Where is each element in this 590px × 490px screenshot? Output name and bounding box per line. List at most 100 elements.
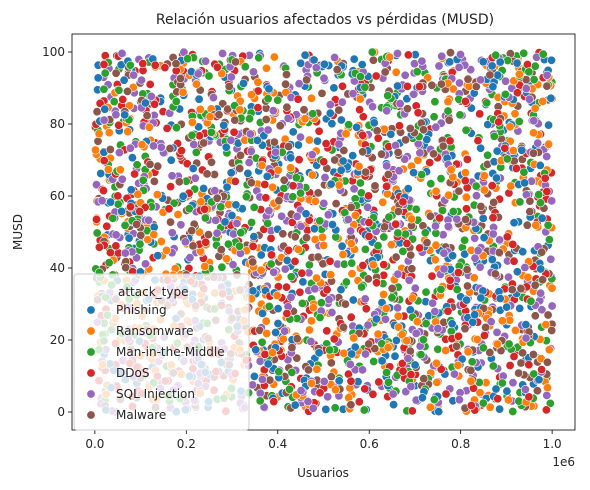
scatter-point [357,365,367,375]
scatter-point [108,213,118,223]
scatter-point [92,228,102,238]
scatter-point [264,84,274,94]
scatter-point [99,59,109,69]
scatter-point [266,233,276,243]
scatter-point [449,369,459,379]
scatter-point [494,248,504,258]
scatter-point [503,395,513,405]
scatter-point [538,96,548,106]
scatter-point [153,251,163,261]
scatter-point [368,260,378,270]
scatter-point [488,82,498,92]
scatter-point [382,106,392,116]
scatter-point [306,316,316,326]
scatter-point [463,347,473,357]
scatter-point [346,312,356,322]
scatter-point [501,76,511,86]
scatter-point [296,58,306,68]
scatter-point [249,67,259,77]
scatter-point [541,320,551,330]
scatter-point [391,67,401,77]
scatter-point [338,322,348,332]
scatter-point [360,82,370,92]
scatter-point [212,62,222,72]
scatter-point [261,316,271,326]
scatter-point [92,107,102,117]
scatter-point [201,56,211,66]
scatter-point [111,68,121,78]
legend-marker [86,368,96,378]
scatter-point [106,197,116,207]
scatter-point [528,148,538,158]
scatter-point [461,204,471,214]
scatter-point [153,161,163,171]
scatter-point [354,161,364,171]
scatter-point [537,305,547,315]
scatter-point [497,378,507,388]
scatter-point [264,301,274,311]
scatter-point [407,264,417,274]
scatter-point [363,274,373,284]
legend: attack_type Phishing Ransomware Man-in-the… [73,273,250,431]
scatter-point [138,59,148,69]
scatter-point [105,248,115,258]
scatter-point [466,365,476,375]
scatter-point [512,58,522,68]
scatter-point [249,202,259,212]
scatter-point [209,93,219,103]
scatter-point [190,173,200,183]
scatter-point [363,202,373,212]
scatter-point [535,198,545,208]
scatter-point [347,258,357,268]
scatter-point [102,221,112,231]
scatter-point [508,239,518,249]
scatter-point [346,376,356,386]
scatter-point [339,146,349,156]
scatter-point [243,168,253,178]
scatter-point [280,264,290,274]
scatter-point [204,71,214,81]
scatter-point [308,403,318,413]
scatter-point [171,59,181,69]
scatter-point [265,375,275,385]
x-tick-label: 0.6 [360,437,379,451]
scatter-point [447,319,457,329]
scatter-point [489,131,499,141]
scatter-point [410,283,420,293]
scatter-point [544,139,554,149]
scatter-point [200,204,210,214]
scatter-point [304,135,314,145]
scatter-point [156,237,166,247]
scatter-point [544,235,554,245]
scatter-point [252,135,262,145]
scatter-point [187,117,197,127]
scatter-point [380,314,390,324]
scatter-point [248,241,258,251]
scatter-point [494,117,504,127]
scatter-point [218,48,228,58]
scatter-point [476,202,486,212]
scatter-point [540,173,550,183]
scatter-point [99,156,109,166]
scatter-point [304,325,314,335]
scatter-point [487,181,497,191]
scatter-point [444,115,454,125]
scatter-point [372,278,382,288]
scatter-point [314,126,324,136]
scatter-point [275,121,285,131]
scatter-point [476,293,486,303]
scatter-point [146,91,156,101]
scatter-point [117,48,127,58]
scatter-point [205,112,215,122]
scatter-point [429,149,439,159]
scatter-point [363,191,373,201]
scatter-point [140,98,150,108]
scatter-point [473,246,483,256]
scatter-point [115,165,125,175]
scatter-point [165,144,175,154]
legend-label: SQL Injection [116,387,195,401]
scatter-point [284,384,294,394]
scatter-point [373,329,383,339]
scatter-point [514,117,524,127]
scatter-point [227,211,237,221]
